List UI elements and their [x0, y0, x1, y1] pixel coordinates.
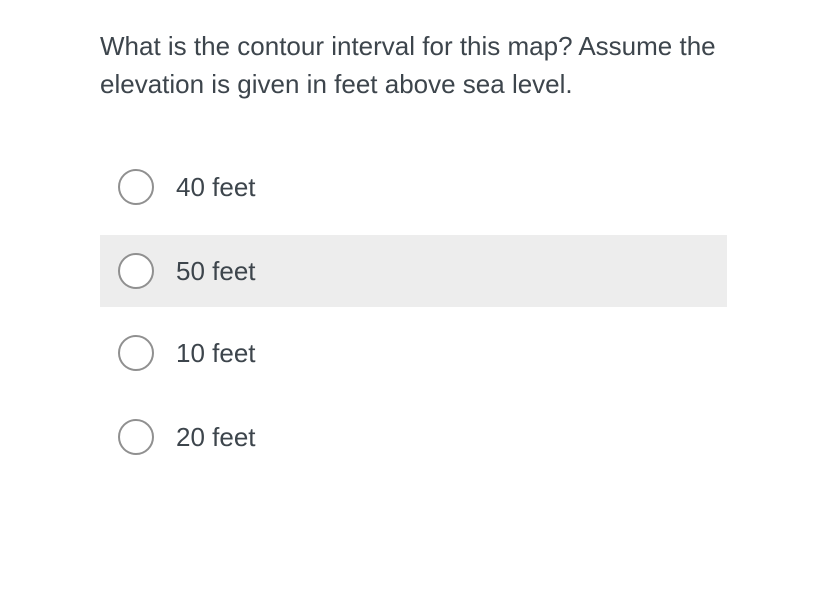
option-label: 40 feet [176, 172, 256, 203]
option-label: 50 feet [176, 256, 256, 287]
radio-icon [118, 169, 154, 205]
option-label: 20 feet [176, 422, 256, 453]
quiz-container: What is the contour interval for this ma… [0, 0, 827, 485]
radio-icon [118, 253, 154, 289]
option-1[interactable]: 50 feet [100, 235, 727, 307]
radio-icon [118, 335, 154, 371]
options-group: 40 feet 50 feet 10 feet 20 feet [100, 151, 727, 485]
radio-icon [118, 419, 154, 455]
option-3[interactable]: 20 feet [100, 401, 727, 473]
option-0[interactable]: 40 feet [100, 151, 727, 223]
option-label: 10 feet [176, 338, 256, 369]
question-text: What is the contour interval for this ma… [100, 28, 727, 103]
option-2[interactable]: 10 feet [100, 317, 727, 389]
